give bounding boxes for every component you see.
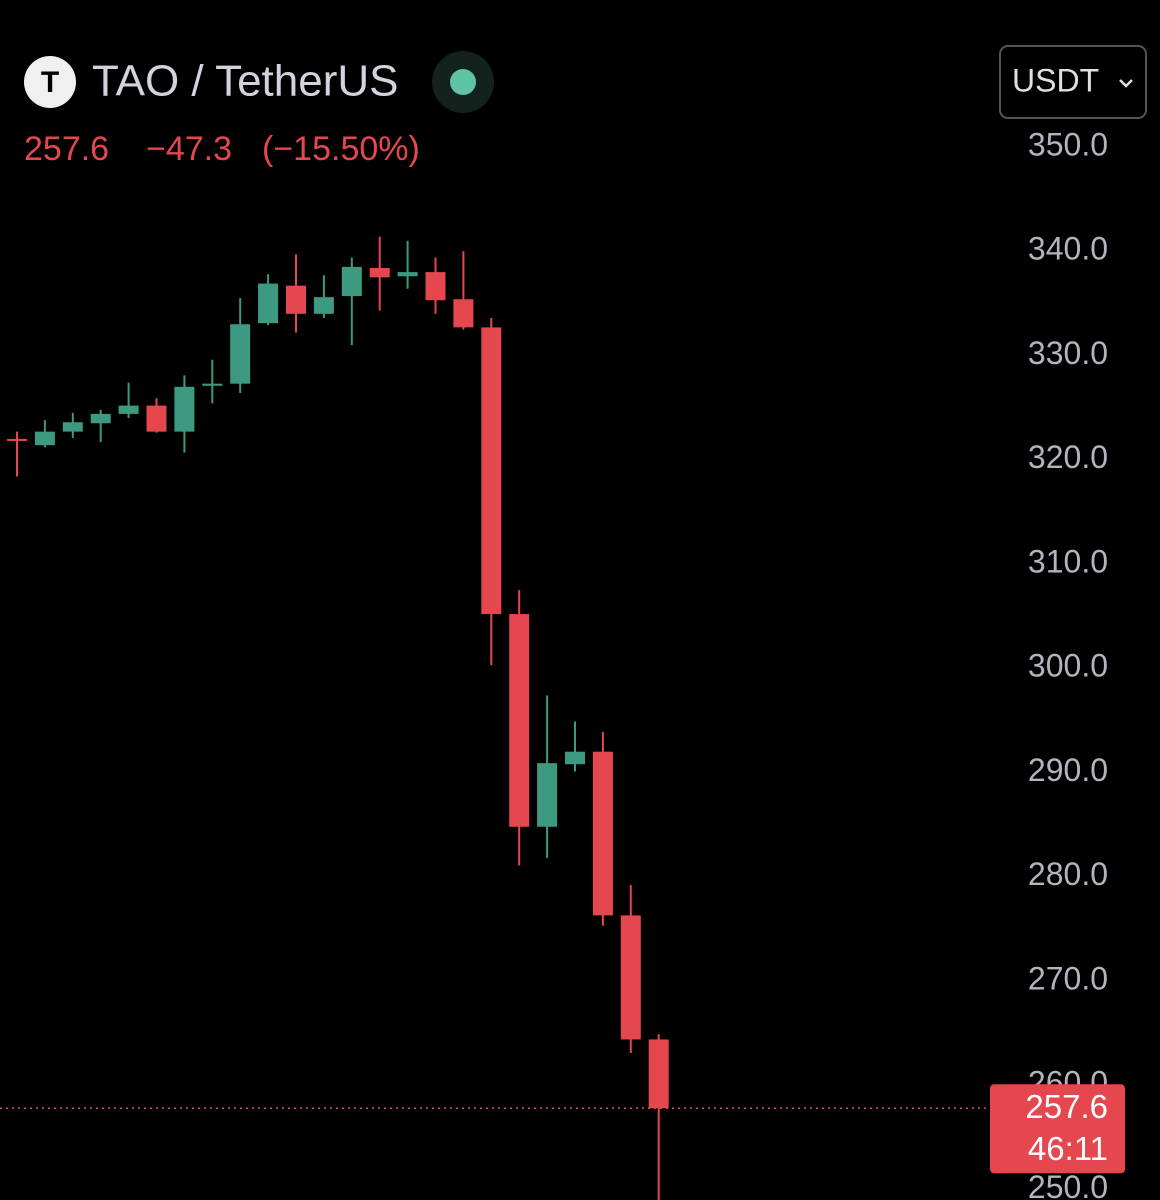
price-tag-countdown: 46:11	[1028, 1130, 1108, 1167]
price-change: −47.3	[146, 130, 232, 168]
price-tag: 257.6 46:11	[990, 1084, 1125, 1174]
candle-body	[537, 763, 558, 827]
symbol-icon-letter: T	[41, 66, 59, 99]
plot: 250.0260.0270.0280.0290.0300.0310.0320.0…	[0, 126, 1108, 1200]
symbol-icon	[24, 56, 76, 108]
candle-body	[592, 751, 613, 916]
candle-body	[620, 915, 641, 1040]
price-tag-value: 257.6	[1025, 1088, 1108, 1125]
y-tick-label: 320.0	[1028, 439, 1108, 475]
candle-body	[425, 272, 446, 301]
y-tick-label: 340.0	[1028, 231, 1108, 267]
candle-body	[230, 324, 251, 384]
candle-body	[146, 405, 167, 432]
y-tick-label: 280.0	[1028, 856, 1108, 892]
candle-body	[341, 266, 362, 297]
candle-body	[397, 272, 418, 277]
chart-title: TAO / TetherUS	[92, 57, 398, 106]
candle-body	[648, 1039, 669, 1109]
y-tick-label: 310.0	[1028, 543, 1108, 579]
y-tick-label: 300.0	[1028, 648, 1108, 684]
currency-button[interactable]	[999, 45, 1147, 119]
status-dot	[450, 69, 476, 95]
candle-body	[313, 297, 334, 314]
last-price: 257.6	[24, 130, 109, 168]
currency-label[interactable]: USDT	[1012, 62, 1099, 98]
candle-body	[369, 267, 390, 278]
y-tick-label: 250.0	[1028, 1169, 1108, 1200]
candle-body	[565, 751, 585, 765]
y-tick-label: 350.0	[1028, 126, 1108, 162]
y-tick-label: 290.0	[1028, 752, 1108, 788]
price-change-percent: (−15.50%)	[262, 130, 420, 168]
candle-body	[258, 283, 279, 324]
candle-body	[202, 383, 223, 386]
candle-body	[34, 431, 55, 446]
candle-body	[62, 422, 83, 432]
dropdown-chevron[interactable]	[1119, 79, 1133, 88]
price-tag-box	[990, 1084, 1125, 1174]
candle-body	[90, 413, 111, 424]
candle-body	[174, 386, 195, 432]
candle-body	[481, 327, 502, 615]
candle-body	[286, 285, 306, 314]
candle-body	[7, 438, 27, 441]
y-tick-label: 270.0	[1028, 960, 1108, 996]
candle-body	[509, 614, 530, 827]
candle-body	[453, 299, 474, 328]
y-tick-label: 330.0	[1028, 335, 1108, 371]
candle-body	[118, 405, 139, 414]
